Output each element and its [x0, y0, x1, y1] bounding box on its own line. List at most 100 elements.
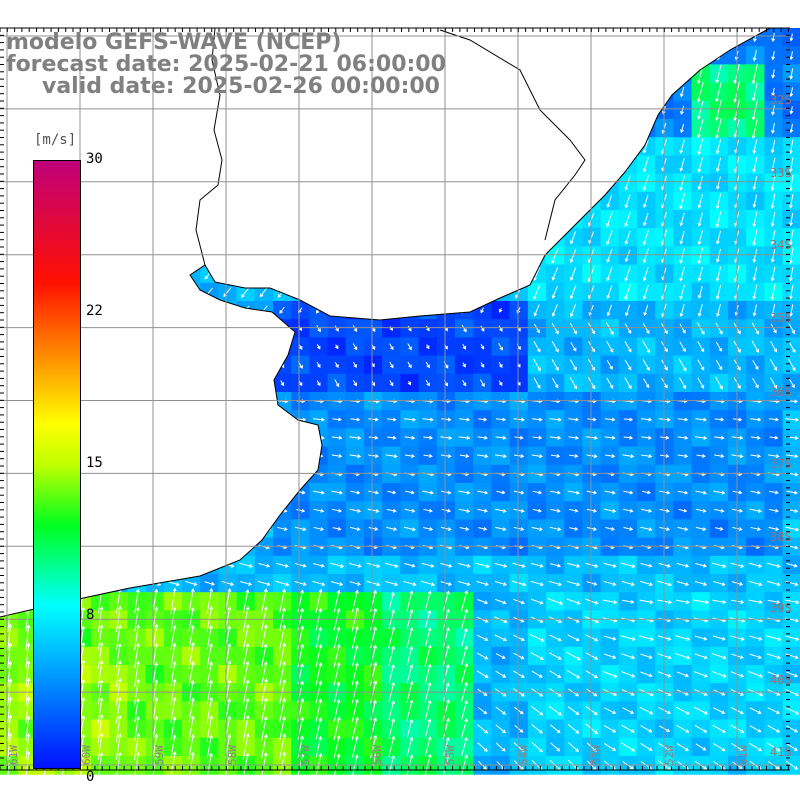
wind-arrow	[711, 670, 727, 678]
wind-arrow	[461, 324, 467, 333]
wind-arrow	[334, 325, 339, 332]
wind-arrow	[694, 725, 708, 733]
wind-arrow	[752, 194, 758, 208]
wind-arrow	[642, 194, 649, 208]
wind-arrow	[7, 642, 13, 669]
wind-arrow	[603, 508, 617, 513]
wind-arrow	[640, 653, 653, 659]
wind-arrow	[676, 671, 690, 678]
wind-arrow	[369, 661, 378, 686]
wind-arrow	[679, 341, 686, 353]
wind-arrow	[695, 526, 707, 532]
wind-arrow	[458, 580, 471, 586]
wind-arrow	[458, 562, 471, 568]
wind-arrow	[206, 734, 213, 759]
wind-arrow	[784, 635, 800, 641]
wind-arrow	[406, 626, 414, 648]
wind-arrow	[370, 717, 377, 740]
wind-arrow	[679, 248, 686, 264]
wind-arrow	[97, 697, 104, 724]
wind-arrow	[638, 635, 655, 641]
wind-arrow	[512, 562, 526, 568]
wind-arrow	[771, 51, 776, 61]
wind-arrow	[715, 157, 722, 173]
wind-arrow	[549, 670, 562, 678]
wind-arrow	[25, 660, 31, 687]
wind-arrow	[640, 508, 653, 513]
wind-arrow	[425, 379, 430, 387]
wind-arrow	[678, 377, 687, 390]
wind-arrow	[242, 624, 250, 651]
wind-arrow	[767, 725, 781, 733]
wind-arrow	[333, 716, 341, 741]
wind-arrow	[242, 661, 250, 687]
wind-arrow	[770, 323, 777, 334]
wind-arrow	[784, 526, 800, 532]
wind-arrow	[349, 454, 362, 459]
wind-arrow	[331, 490, 344, 495]
wind-arrow	[115, 660, 122, 688]
wind-arrow	[675, 599, 691, 605]
wind-arrow	[423, 435, 433, 440]
wind-arrow	[462, 379, 467, 387]
wind-arrow	[789, 87, 794, 97]
wind-arrow	[276, 562, 289, 568]
wind-arrow	[333, 643, 341, 668]
wind-arrow	[239, 562, 254, 568]
wind-arrow	[480, 307, 484, 314]
wind-arrow	[788, 139, 794, 155]
wind-arrow	[785, 760, 799, 770]
wind-arrow	[480, 362, 485, 368]
wind-arrow	[766, 742, 781, 752]
wind-arrow	[693, 599, 710, 605]
wind-arrow	[298, 326, 302, 332]
wind-arrow	[170, 716, 177, 741]
wind-arrow	[513, 598, 525, 605]
wind-arrow	[459, 527, 470, 531]
wind-arrow	[695, 508, 707, 513]
wind-arrow	[568, 742, 579, 753]
wind-arrow	[243, 589, 250, 613]
wind-arrow	[748, 580, 763, 587]
wind-arrow	[459, 454, 470, 458]
wind-arrow	[640, 526, 653, 532]
wind-arrow	[679, 304, 685, 317]
wind-arrow	[624, 323, 632, 334]
wind-arrow	[294, 581, 307, 586]
wind-arrow	[134, 732, 141, 760]
wind-arrow	[279, 716, 286, 741]
wind-arrow	[570, 341, 577, 352]
wind-arrow	[494, 562, 508, 568]
wind-arrow	[624, 266, 631, 282]
lon-label: 55W	[444, 745, 457, 765]
wind-arrow	[712, 599, 727, 605]
wind-arrow	[679, 212, 685, 227]
wind-arrow	[188, 661, 195, 687]
wind-arrow	[351, 626, 359, 649]
wind-arrow	[261, 588, 268, 614]
wind-arrow	[495, 742, 506, 752]
wind-arrow	[206, 661, 213, 687]
wind-arrow	[532, 417, 543, 422]
wind-arrow	[170, 696, 177, 724]
wind-arrow	[480, 343, 485, 350]
wind-arrow	[768, 454, 780, 459]
wind-arrow	[752, 377, 759, 389]
wind-arrow	[477, 508, 488, 513]
wind-arrow	[403, 526, 417, 532]
wind-arrow	[606, 377, 614, 389]
wind-arrow	[115, 714, 122, 742]
wind-arrow	[330, 562, 345, 568]
wind-arrow	[679, 86, 685, 98]
wind-arrow	[622, 707, 635, 714]
wind-arrow	[624, 175, 631, 191]
wind-arrow	[549, 417, 562, 422]
wind-arrow	[714, 435, 725, 440]
wind-arrow	[280, 380, 285, 387]
lat-label: 40S	[770, 673, 792, 687]
wind-arrow	[624, 341, 632, 353]
wind-arrow	[440, 526, 452, 532]
wind-arrow	[441, 417, 452, 422]
wind-arrow	[604, 454, 616, 459]
wind-arrow	[261, 716, 268, 741]
